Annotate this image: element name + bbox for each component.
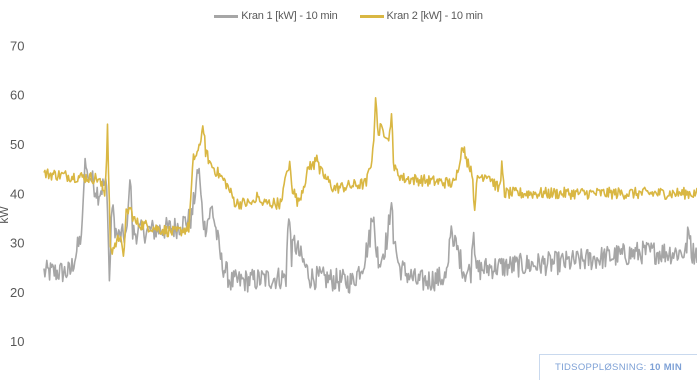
legend-label-kran-1: Kran 1 [kW] - 10 min	[241, 10, 338, 22]
series-line-kran-1	[43, 157, 697, 294]
y-axis-label: kW	[0, 206, 11, 224]
resolution-label: TIDSOPPLØSNING:	[554, 362, 647, 373]
y-tick-label: 30	[10, 236, 24, 251]
y-tick-label: 10	[10, 334, 24, 349]
series-layer	[43, 97, 697, 294]
y-tick-label: 40	[10, 186, 24, 201]
y-tick-label: 70	[10, 38, 24, 53]
resolution-value: 10 MIN	[649, 362, 683, 373]
y-tick-label: 60	[10, 88, 24, 103]
y-tick-label: 50	[10, 137, 24, 152]
series-line-kran-2	[43, 97, 697, 258]
legend-item-kran-2: Kran 2 [kW] - 10 min	[359, 10, 483, 22]
y-axis-ticks: 10 20 30 40 50 60 70	[10, 38, 24, 349]
legend-swatch-kran-1	[214, 14, 239, 18]
legend-swatch-kran-2	[359, 14, 384, 18]
y-tick-label: 20	[10, 285, 24, 300]
legend-label-kran-2: Kran 2 [kW] - 10 min	[386, 10, 483, 22]
chart-legend: Kran 1 [kW] - 10 min Kran 2 [kW] - 10 mi…	[0, 10, 697, 22]
legend-item-kran-1: Kran 1 [kW] - 10 min	[214, 10, 338, 22]
resolution-badge: TIDSOPPLØSNING: 10 MIN	[539, 354, 697, 380]
